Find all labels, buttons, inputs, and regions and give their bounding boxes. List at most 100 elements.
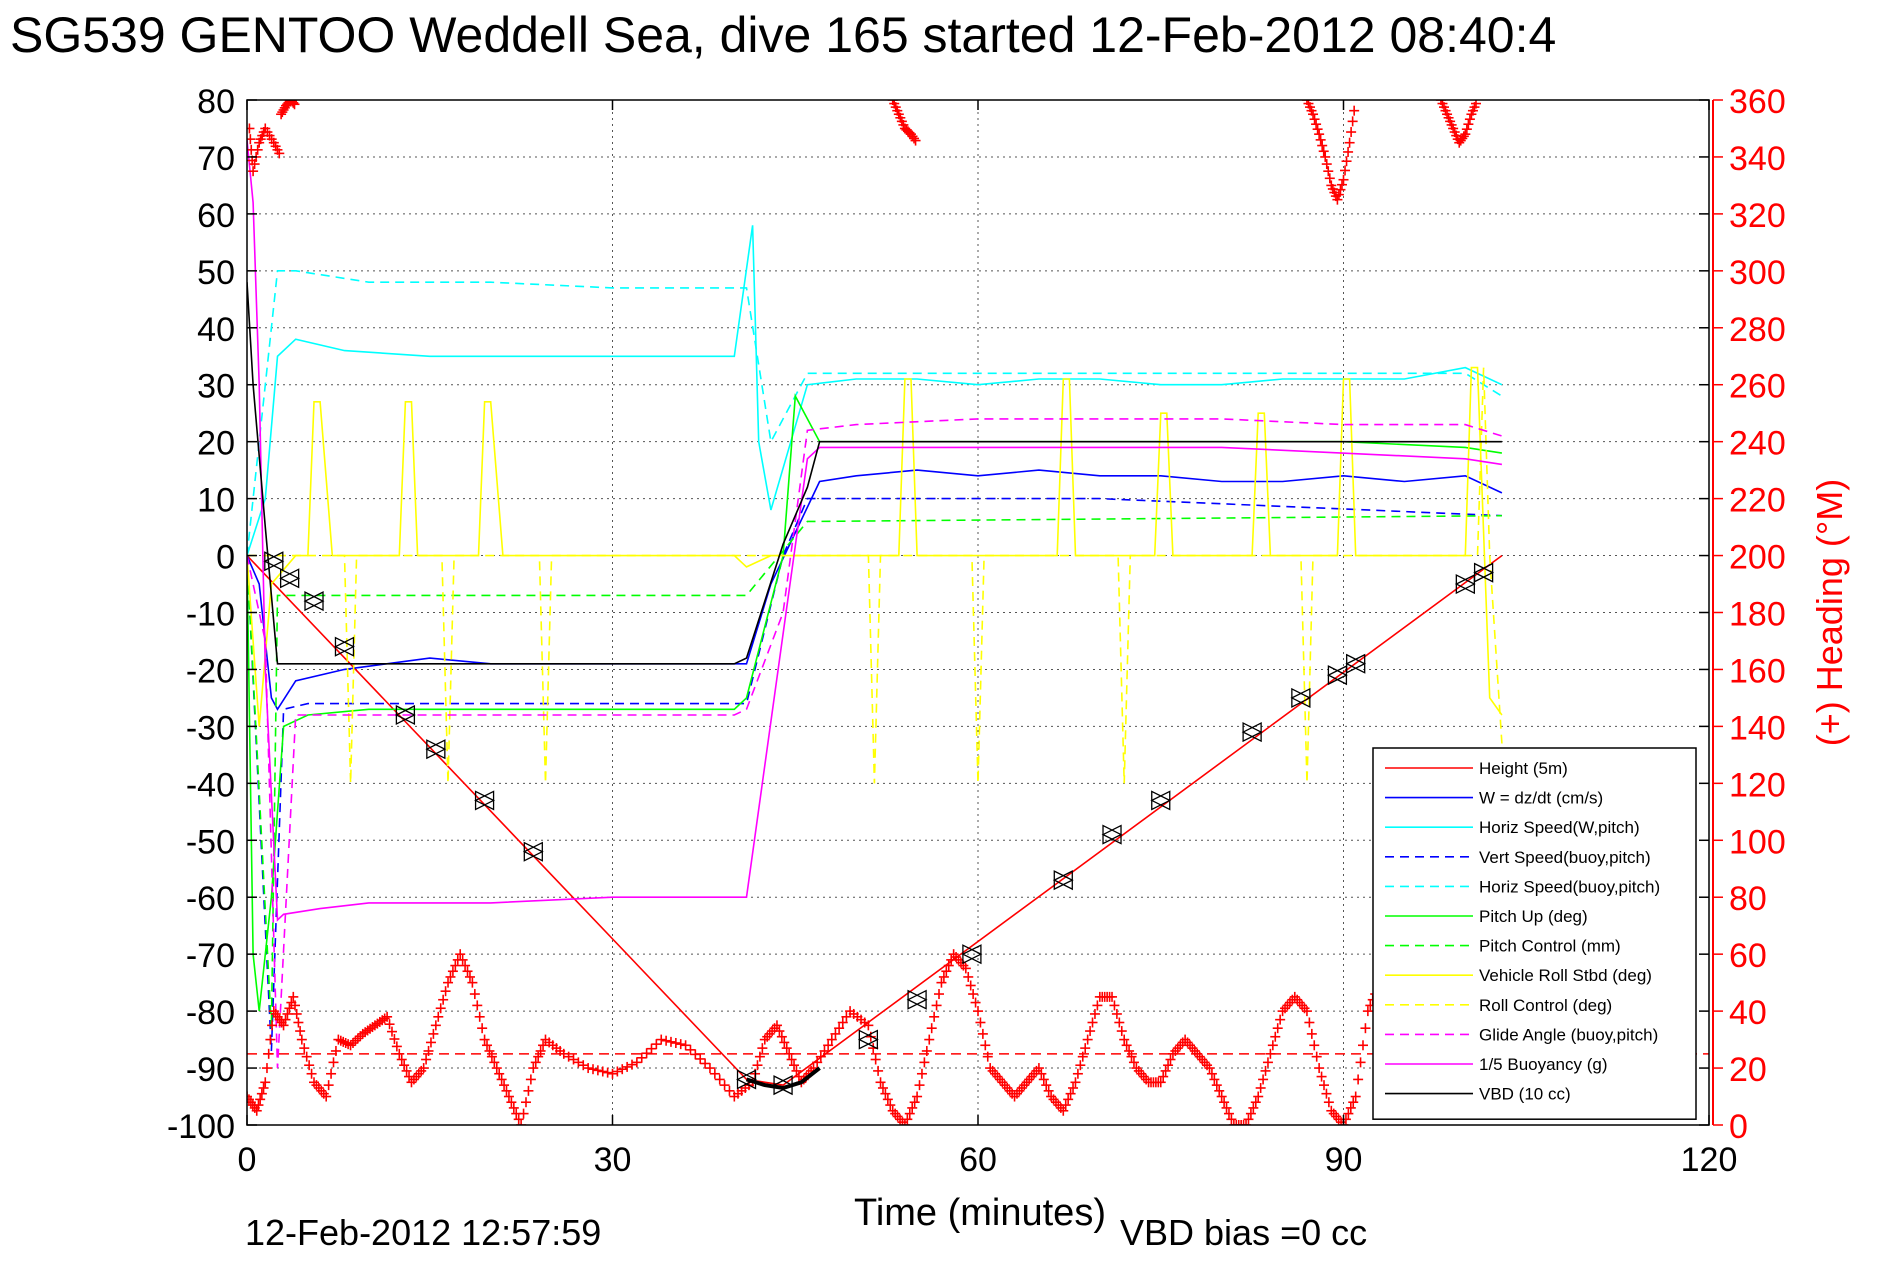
heading-point	[1243, 1114, 1254, 1125]
heading-point	[323, 1080, 334, 1091]
heading-point	[469, 989, 480, 1000]
triangle-marker	[1454, 573, 1476, 595]
heading-point	[1087, 1017, 1098, 1028]
heading-point	[352, 1033, 363, 1044]
legend-entry: Roll Control (deg)	[1385, 996, 1612, 1015]
heading-point	[973, 1006, 983, 1017]
heading-point	[503, 1091, 514, 1102]
heading-point	[1204, 1063, 1215, 1074]
heading-point	[423, 1045, 434, 1056]
heading-point	[834, 1023, 845, 1034]
heading-point	[1345, 1102, 1356, 1113]
heading-point	[709, 1068, 720, 1079]
heading-point	[421, 1054, 432, 1065]
heading-point	[941, 966, 952, 977]
triangle-marker-layer	[263, 551, 1495, 1096]
right-tick-label: 100	[1729, 823, 1786, 861]
left-tick-label: 80	[197, 83, 235, 121]
heading-point	[278, 1020, 289, 1031]
heading-point-top	[1335, 184, 1346, 195]
heading-point	[321, 1091, 332, 1102]
heading-point	[1253, 1091, 1264, 1102]
heading-point	[754, 1051, 765, 1062]
heading-point	[651, 1039, 662, 1050]
heading-point	[1211, 1080, 1222, 1091]
heading-point-top	[278, 104, 289, 115]
heading-point	[1109, 1000, 1120, 1011]
right-tick-label: 320	[1729, 197, 1786, 235]
left-tick-label: 20	[197, 425, 235, 463]
series-pitch-control-mm	[247, 514, 1502, 1029]
heading-point	[877, 1082, 888, 1093]
triangle-marker	[961, 944, 983, 965]
heading-point	[819, 1045, 830, 1056]
heading-point	[1089, 1008, 1100, 1019]
heading-point	[1060, 1100, 1071, 1111]
heading-point	[1121, 1040, 1132, 1051]
heading-point-top	[1346, 127, 1357, 138]
heading-point	[1209, 1074, 1220, 1085]
apogee-arc	[745, 1066, 821, 1091]
heading-point	[282, 1008, 293, 1019]
heading-point	[326, 1068, 337, 1079]
heading-point	[506, 1097, 517, 1108]
triangle-marker	[736, 1069, 757, 1090]
heading-point	[1114, 1017, 1125, 1028]
heading-point	[1265, 1048, 1276, 1059]
right-tick-label: 260	[1729, 368, 1786, 406]
heading-point-top	[1349, 105, 1360, 116]
heading-point	[1304, 1017, 1315, 1028]
heading-point-top	[1309, 114, 1320, 125]
heading-point	[695, 1053, 706, 1064]
heading-point	[1082, 1034, 1093, 1045]
heading-point-top	[1323, 166, 1334, 177]
heading-point	[256, 1088, 267, 1099]
heading-point	[1350, 1091, 1361, 1102]
x-axis-label: Time (minutes)	[854, 1192, 1106, 1234]
triangle-marker	[522, 841, 544, 862]
heading-point	[290, 1000, 301, 1011]
left-tick-label: 10	[197, 482, 235, 520]
heading-point	[1316, 1071, 1327, 1082]
heading-point	[338, 1036, 349, 1047]
left-tick-label: -30	[186, 709, 235, 747]
right-tick-label: 360	[1729, 83, 1786, 121]
left-tick-label: 50	[197, 254, 235, 292]
left-tick-label: 30	[197, 368, 235, 406]
heading-point	[513, 1114, 524, 1125]
heading-point	[1128, 1057, 1139, 1068]
bottom-tick-label: 30	[594, 1141, 632, 1179]
heading-point	[980, 1040, 991, 1051]
heading-point	[1258, 1074, 1269, 1085]
legend-label: 1/5 Buoyancy (g)	[1479, 1055, 1608, 1074]
heading-point	[345, 1040, 356, 1051]
right-tick-label: 120	[1729, 766, 1786, 804]
legend-entry: Vehicle Roll Stbd (deg)	[1385, 966, 1652, 985]
heading-point	[450, 960, 461, 971]
heading-point	[1241, 1120, 1252, 1125]
heading-point	[704, 1063, 715, 1074]
heading-point-top	[1333, 189, 1344, 200]
heading-point	[479, 1034, 490, 1045]
heading-point	[445, 971, 456, 982]
left-tick-label: 70	[197, 140, 235, 178]
heading-point	[330, 1045, 341, 1056]
heading-point	[428, 1028, 439, 1039]
heading-point	[870, 1054, 881, 1065]
heading-point	[284, 1003, 295, 1014]
triangle-marker	[279, 568, 301, 589]
heading-point	[1092, 1000, 1103, 1011]
heading-point	[1080, 1043, 1091, 1054]
left-tick-label: 40	[197, 311, 235, 349]
heading-point-top	[1324, 173, 1335, 184]
triangle-marker	[857, 1029, 879, 1050]
left-tick-label: -40	[186, 766, 235, 804]
heading-point	[295, 1026, 306, 1037]
heading-point	[1238, 1120, 1249, 1125]
heading-point	[612, 1066, 623, 1077]
heading-point	[1255, 1082, 1266, 1093]
heading-point	[919, 1057, 930, 1068]
heading-point	[837, 1017, 848, 1028]
series-vert-speed-buoy-pitch	[247, 497, 1502, 1052]
heading-point	[830, 1028, 841, 1039]
